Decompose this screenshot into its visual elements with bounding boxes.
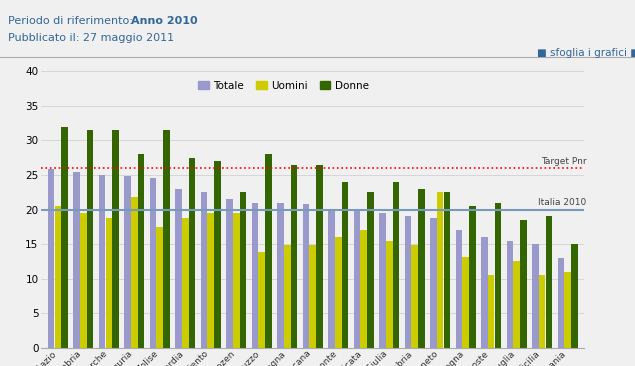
Bar xyxy=(507,240,513,348)
Bar xyxy=(284,246,291,348)
Bar xyxy=(182,218,189,348)
Text: Target Pnr: Target Pnr xyxy=(541,157,587,166)
Bar xyxy=(444,192,450,348)
Bar xyxy=(201,192,208,348)
Bar xyxy=(437,192,443,348)
Bar xyxy=(361,230,367,348)
Text: Italia 2010: Italia 2010 xyxy=(538,198,587,208)
Text: Pubblicato il: 27 maggio 2011: Pubblicato il: 27 maggio 2011 xyxy=(8,33,174,43)
Bar xyxy=(303,204,309,348)
Bar xyxy=(131,197,138,348)
Bar xyxy=(379,213,386,348)
Bar xyxy=(87,130,93,348)
Bar xyxy=(532,244,538,348)
Bar xyxy=(328,209,335,348)
Bar xyxy=(495,203,501,348)
Bar xyxy=(455,230,462,348)
Bar xyxy=(73,172,80,348)
Bar xyxy=(80,213,86,348)
Bar xyxy=(208,213,214,348)
Bar xyxy=(62,127,68,348)
Bar xyxy=(418,189,425,348)
Bar xyxy=(404,216,411,348)
Bar xyxy=(545,216,552,348)
Bar xyxy=(99,175,105,348)
Bar xyxy=(189,158,196,348)
Bar xyxy=(565,272,571,348)
Bar xyxy=(156,227,163,348)
Bar xyxy=(411,246,418,348)
Text: Anno 2010: Anno 2010 xyxy=(131,16,198,26)
Bar xyxy=(138,154,144,348)
Bar xyxy=(48,169,55,348)
Legend: Totale, Uomini, Donne: Totale, Uomini, Donne xyxy=(194,76,373,95)
Bar xyxy=(367,192,374,348)
Bar xyxy=(258,253,265,348)
Bar xyxy=(539,275,545,348)
Bar xyxy=(233,213,239,348)
Bar xyxy=(354,209,360,348)
Bar xyxy=(571,244,578,348)
Bar xyxy=(226,199,233,348)
Bar xyxy=(488,275,495,348)
Bar xyxy=(291,165,297,348)
Bar xyxy=(462,257,469,348)
Bar xyxy=(277,203,284,348)
Bar xyxy=(386,240,392,348)
Bar xyxy=(163,130,170,348)
Bar xyxy=(481,237,488,348)
Bar xyxy=(150,179,156,348)
Bar xyxy=(558,258,564,348)
Bar xyxy=(265,154,272,348)
Bar xyxy=(520,220,526,348)
Text: Periodo di riferimento:: Periodo di riferimento: xyxy=(8,16,136,26)
Bar xyxy=(342,182,348,348)
Bar xyxy=(105,218,112,348)
Bar xyxy=(124,176,131,348)
Bar xyxy=(55,206,61,348)
Bar xyxy=(469,206,476,348)
Bar xyxy=(175,189,182,348)
Bar xyxy=(214,161,221,348)
Bar xyxy=(316,165,323,348)
Bar xyxy=(239,192,246,348)
Bar xyxy=(392,182,399,348)
Bar xyxy=(251,203,258,348)
Bar xyxy=(112,130,119,348)
Text: ■ sfoglia i grafici ■: ■ sfoglia i grafici ■ xyxy=(537,48,635,57)
Bar xyxy=(430,218,437,348)
Bar xyxy=(335,237,342,348)
Bar xyxy=(309,246,316,348)
Bar xyxy=(513,261,520,348)
